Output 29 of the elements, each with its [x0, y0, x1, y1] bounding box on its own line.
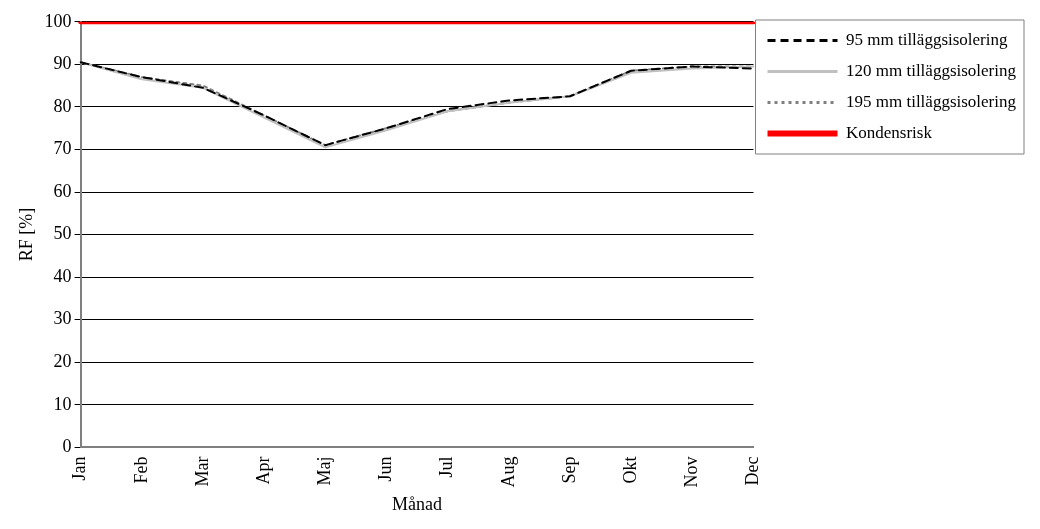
y-tick-label: 0 — [62, 436, 72, 457]
y-tick-label: 40 — [53, 265, 72, 286]
y-tick-label: 90 — [53, 53, 72, 74]
legend-label: 95 mm tilläggsisolering — [846, 29, 1008, 49]
x-tick-label: Jul — [436, 456, 457, 478]
x-tick-label: Jan — [69, 456, 90, 481]
x-tick-label: Jun — [375, 456, 396, 482]
x-tick-label: Sep — [558, 456, 579, 484]
x-tick-label: Okt — [619, 456, 640, 484]
y-tick-label: 50 — [53, 223, 72, 244]
y-axis-title: RF [%] — [15, 207, 36, 262]
x-tick-label: Nov — [681, 456, 702, 488]
x-tick-label: Maj — [314, 456, 335, 486]
legend-label: 195 mm tilläggsisolering — [846, 91, 1017, 111]
y-tick-label: 60 — [53, 180, 72, 201]
y-tick-label: 10 — [53, 393, 72, 414]
y-tick-label: 100 — [44, 10, 72, 31]
x-tick-label: Apr — [252, 456, 273, 485]
x-tick-label: Mar — [191, 456, 212, 487]
x-tick-label: Dec — [742, 456, 763, 486]
legend-label: Kondensrisk — [846, 122, 933, 142]
x-axis-title: Månad — [392, 493, 443, 514]
y-tick-label: 20 — [53, 351, 72, 372]
x-tick-label: Aug — [497, 456, 518, 488]
y-tick-label: 80 — [53, 95, 72, 116]
x-tick-label: Feb — [130, 456, 151, 484]
legend-label: 120 mm tilläggsisolering — [846, 60, 1017, 80]
y-tick-label: 30 — [53, 308, 72, 329]
y-tick-label: 70 — [53, 138, 72, 159]
